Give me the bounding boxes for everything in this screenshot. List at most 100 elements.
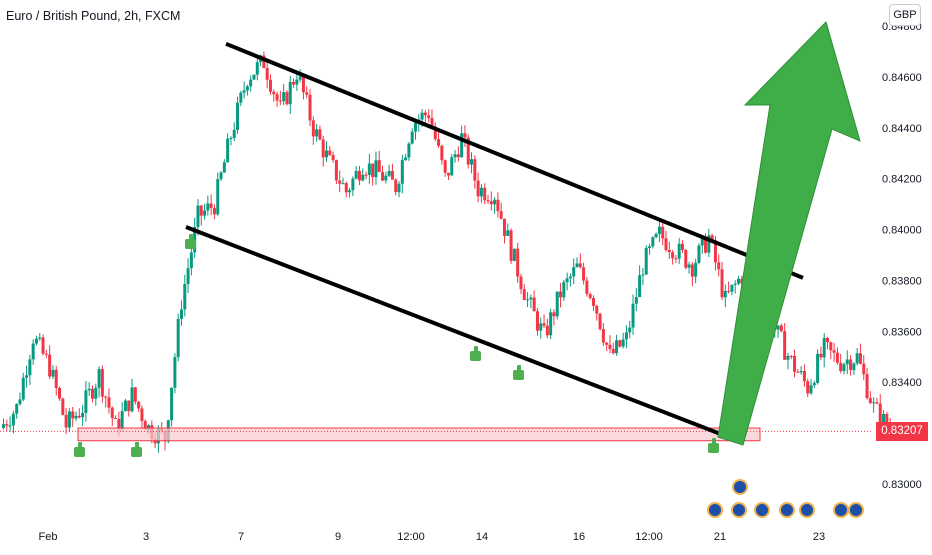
event-flag-icon[interactable]: [709, 504, 721, 516]
event-flag-icon[interactable]: [756, 504, 768, 516]
candle-up: [74, 415, 78, 419]
candle-up: [687, 264, 691, 268]
event-flag-icon[interactable]: [733, 504, 745, 516]
candle-up: [120, 411, 124, 430]
channel-lower-line[interactable]: [185, 225, 739, 443]
thumbs-up-icon: [131, 447, 142, 457]
candle-down: [137, 401, 141, 409]
candle-up: [130, 387, 134, 412]
candle-up: [407, 143, 411, 158]
candle-up: [255, 62, 259, 75]
candle-up: [526, 299, 530, 301]
candle-up: [575, 263, 579, 268]
candle-down: [114, 418, 118, 420]
candle-up: [2, 424, 5, 429]
candle-up: [242, 90, 246, 93]
candle-down: [519, 276, 523, 290]
candle-down: [796, 371, 800, 373]
candle-up: [842, 364, 846, 371]
candle-up: [325, 150, 329, 158]
candle-down: [499, 211, 503, 219]
candle-up: [249, 79, 253, 87]
candle-down: [58, 388, 62, 399]
candle-up: [38, 337, 42, 339]
candle-down: [381, 171, 385, 181]
candle-down: [423, 112, 427, 116]
candle-up: [512, 248, 516, 261]
candle-down: [793, 356, 797, 372]
candle-up: [348, 190, 352, 193]
candle-up: [615, 340, 619, 354]
candle-up: [21, 377, 25, 400]
candle-up: [470, 159, 474, 165]
candle-up: [539, 323, 543, 331]
candle-up: [723, 290, 727, 298]
y-tick-label: 0.83800: [882, 275, 922, 287]
candle-up: [786, 355, 790, 360]
candle-up: [493, 199, 497, 205]
candle-up: [341, 183, 345, 185]
candle-down: [311, 120, 315, 137]
y-tick-label: 0.83600: [882, 326, 922, 338]
thumbs-up-icon: [135, 442, 139, 448]
candle-down: [463, 133, 467, 138]
candle-up: [648, 246, 652, 248]
candle-up: [855, 353, 859, 364]
candle-down: [199, 205, 203, 216]
candle-up: [229, 137, 233, 139]
candle-up: [562, 282, 566, 298]
candle-down: [427, 115, 431, 119]
channel-upper-line[interactable]: [225, 41, 804, 280]
x-tick-label: 12:00: [635, 531, 663, 543]
candle-down: [44, 353, 48, 355]
candle-down: [473, 159, 477, 181]
y-tick-label: 0.84600: [882, 72, 922, 84]
candle-up: [694, 262, 698, 277]
event-flag-icon[interactable]: [835, 504, 847, 516]
candle-up: [298, 76, 302, 80]
candle-down: [661, 226, 665, 239]
candle-up: [845, 359, 849, 365]
candle-down: [308, 94, 312, 121]
candle-down: [826, 337, 829, 343]
candle-up: [812, 382, 816, 386]
candle-up: [677, 243, 681, 259]
candle-down: [868, 398, 872, 404]
thumbs-up-icon: [470, 351, 481, 361]
x-tick-label: 23: [813, 531, 825, 543]
candle-down: [278, 100, 282, 102]
candle-down: [90, 388, 94, 399]
candle-down: [344, 183, 348, 193]
event-flag-icon[interactable]: [781, 504, 793, 516]
candle-up: [549, 312, 553, 336]
candle-up: [170, 387, 174, 421]
candle-down: [486, 200, 490, 202]
candle-down: [664, 238, 668, 251]
candle-down: [77, 415, 81, 418]
candle-down: [265, 67, 269, 80]
candle-up: [529, 297, 533, 300]
candle-up: [387, 170, 391, 176]
candle-up: [222, 162, 226, 173]
candle-up: [450, 157, 454, 176]
event-flag-icon[interactable]: [801, 504, 813, 516]
candle-down: [318, 129, 322, 140]
target-arrow[interactable]: [717, 21, 861, 446]
candle-down: [364, 174, 368, 176]
candle-down: [849, 359, 853, 371]
candle-down: [545, 325, 549, 336]
support-zone[interactable]: [77, 427, 761, 442]
candle-down: [443, 160, 447, 173]
candle-up: [354, 170, 358, 179]
candle-down: [61, 398, 65, 415]
currency-button[interactable]: GBP: [889, 4, 921, 26]
candle-up: [51, 369, 55, 377]
candle-up: [872, 402, 876, 404]
last-price-label: 0.83207: [876, 422, 928, 441]
candle-up: [654, 233, 658, 238]
candle-up: [351, 178, 355, 191]
event-flag-icon[interactable]: [734, 481, 746, 493]
event-flag-icon[interactable]: [850, 504, 862, 516]
